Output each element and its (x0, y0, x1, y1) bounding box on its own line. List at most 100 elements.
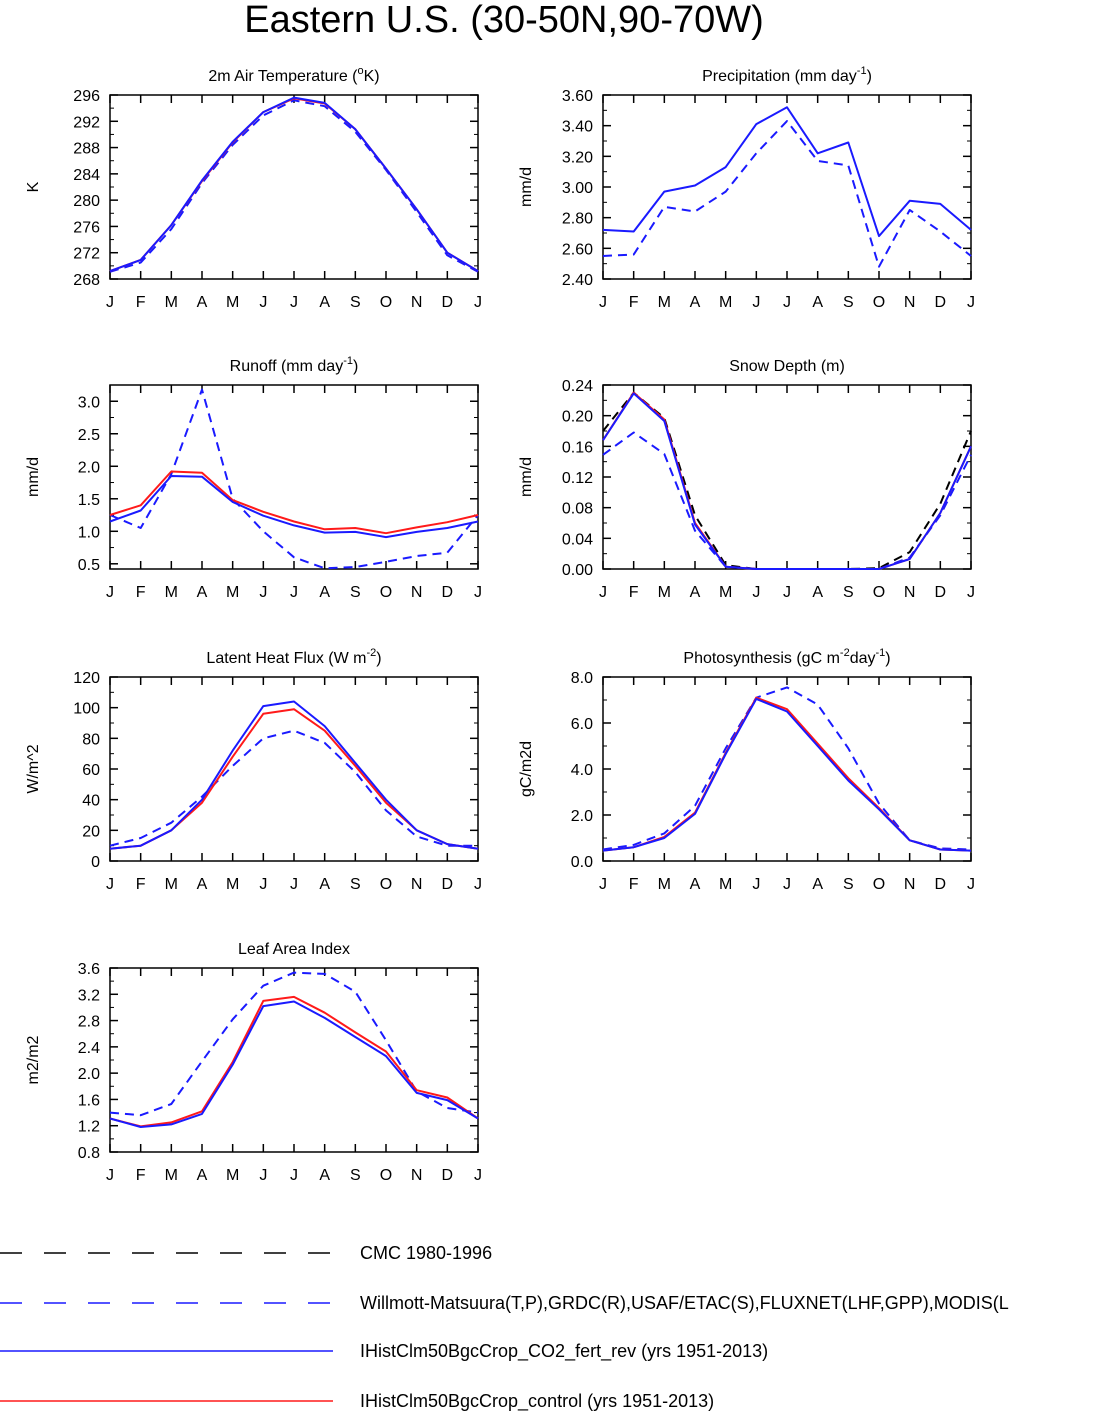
x-tick-label: J (259, 1167, 267, 1184)
y-tick-label: 4.0 (571, 762, 593, 779)
x-tick-label: M (165, 294, 178, 311)
x-tick-label: J (783, 294, 791, 311)
x-tick-label: J (967, 294, 975, 311)
x-tick-label: S (350, 876, 361, 893)
x-tick-label: J (290, 584, 298, 601)
x-tick-label: J (783, 876, 791, 893)
x-tick-label: M (658, 584, 671, 601)
legend-item-4: IHistClm50BgcCrop_control (yrs 1951-2013… (0, 1391, 714, 1412)
series-line-1 (109, 99, 479, 273)
y-tick-label: 1.6 (78, 1092, 100, 1109)
chart-title-text: ) (867, 68, 872, 85)
y-tick-label: 0.12 (562, 470, 593, 487)
legend-item-2: Willmott-Matsuura(T,P),GRDC(R),USAF/ETAC… (0, 1293, 1009, 1313)
x-tick-label: N (411, 584, 423, 601)
chart-title-superscript: o (357, 65, 363, 77)
chart-title: Snow Depth (m) (729, 358, 845, 375)
x-tick-label: S (350, 294, 361, 311)
chart-title-superscript: -1 (343, 355, 353, 367)
x-tick-label: J (106, 584, 114, 601)
x-tick-label: M (226, 876, 239, 893)
x-tick-label: A (812, 584, 823, 601)
x-tick-label: F (136, 584, 146, 601)
x-tick-label: D (935, 876, 947, 893)
x-tick-label: F (629, 876, 639, 893)
y-axis-label: mm/d (25, 457, 42, 497)
x-tick-label: J (290, 294, 298, 311)
y-tick-label: 276 (73, 219, 100, 236)
y-axis-label: gC/m2d (518, 741, 535, 797)
y-axis-label: W/m^2 (25, 744, 42, 793)
y-tick-label: 2.0 (571, 808, 593, 825)
y-tick-label: 0.8 (78, 1145, 100, 1162)
series-line-2 (602, 696, 972, 852)
chart-title: 2m Air Temperature (oK) (208, 65, 379, 85)
x-tick-label: O (873, 294, 885, 311)
y-tick-label: 2.5 (78, 427, 100, 444)
legend-label: CMC 1980-1996 (360, 1243, 492, 1263)
chart-panels: 2m Air Temperature (oK) K 268 272 276 280 284 2… (25, 65, 975, 1184)
series-line-2 (602, 106, 972, 238)
x-tick-label: J (106, 876, 114, 893)
x-tick-label: J (259, 876, 267, 893)
legend-label: IHistClm50BgcCrop_control (yrs 1951-2013… (360, 1391, 714, 1412)
y-tick-label: 80 (82, 731, 100, 748)
chart-panel-7: Leaf Area Index m2/m2 0.8 1.2 1.6 2.0 2.4 2.8 3.… (25, 941, 482, 1184)
x-tick-label: J (752, 876, 760, 893)
y-tick-label: 284 (73, 167, 100, 184)
x-tick-label: A (197, 584, 208, 601)
series-line-2 (109, 995, 479, 1128)
chart-panel-1: 2m Air Temperature (oK) K 268 272 276 280 284 2… (25, 65, 482, 311)
y-axis-label: mm/d (518, 167, 535, 207)
y-axis-label: K (25, 181, 42, 192)
series-line-2 (109, 708, 479, 850)
chart-title-text: Precipitation (mm day (702, 68, 857, 85)
y-tick-label: 2.80 (562, 211, 593, 228)
x-tick-label: S (350, 584, 361, 601)
y-tick-label: 0.0 (571, 854, 593, 871)
chart-title-text: Leaf Area Index (238, 941, 350, 958)
y-tick-label: 0.00 (562, 562, 593, 579)
x-tick-label: M (226, 294, 239, 311)
x-tick-label: S (350, 1167, 361, 1184)
series-line-2 (109, 97, 479, 273)
series-line-2 (109, 470, 479, 535)
y-tick-label: 0.08 (562, 501, 593, 518)
y-tick-label: 100 (73, 701, 100, 718)
chart-title-superscript: -2 (840, 647, 850, 659)
y-tick-label: 0.24 (562, 378, 593, 395)
chart-title-superscript: -2 (366, 647, 376, 659)
y-tick-label: 120 (73, 670, 100, 687)
chart-title-text: day (850, 650, 876, 667)
chart-title: Photosynthesis (gC m-2day-1) (683, 647, 890, 667)
x-tick-label: O (380, 584, 392, 601)
y-tick-label: 2.60 (562, 241, 593, 258)
x-tick-label: A (690, 294, 701, 311)
y-tick-label: 0.16 (562, 439, 593, 456)
y-tick-label: 272 (73, 246, 100, 263)
x-tick-label: M (719, 876, 732, 893)
chart-title-text: ) (353, 358, 358, 375)
y-tick-label: 1.0 (78, 524, 100, 541)
y-tick-label: 2.0 (78, 459, 100, 476)
y-tick-label: 288 (73, 141, 100, 158)
y-tick-label: 3.60 (562, 88, 593, 105)
x-tick-label: D (442, 294, 454, 311)
x-tick-label: J (259, 584, 267, 601)
x-tick-label: M (719, 584, 732, 601)
chart-title-text: Runoff (mm day (230, 358, 344, 375)
series-line-3 (602, 697, 972, 852)
legend-label: Willmott-Matsuura(T,P),GRDC(R),USAF/ETAC… (360, 1293, 1009, 1313)
x-tick-label: J (474, 584, 482, 601)
x-tick-label: O (380, 1167, 392, 1184)
x-tick-label: A (319, 294, 330, 311)
x-tick-label: A (690, 584, 701, 601)
chart-title: Runoff (mm day-1) (230, 355, 359, 375)
y-tick-label: 3.00 (562, 180, 593, 197)
series-line-3 (109, 700, 479, 850)
series-line-1 (602, 391, 972, 570)
x-tick-label: M (226, 584, 239, 601)
x-tick-label: N (411, 876, 423, 893)
y-tick-label: 280 (73, 193, 100, 210)
x-tick-label: F (136, 294, 146, 311)
